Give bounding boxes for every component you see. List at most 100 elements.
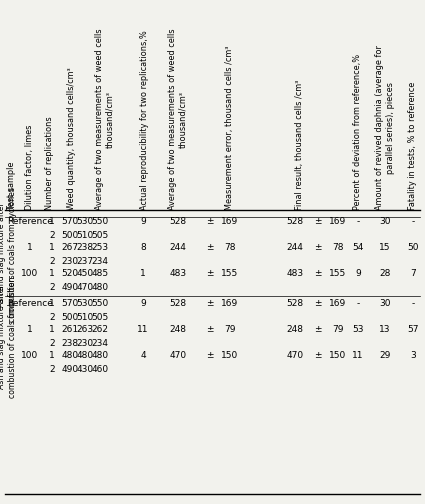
Text: 7: 7 — [410, 270, 416, 279]
Text: 1: 1 — [27, 326, 33, 335]
Text: 261: 261 — [62, 326, 79, 335]
Text: 238: 238 — [62, 339, 79, 347]
Text: 550: 550 — [91, 218, 109, 226]
Text: 1: 1 — [49, 351, 55, 360]
Text: 169: 169 — [221, 299, 238, 308]
Text: 1: 1 — [27, 243, 33, 253]
Text: 15: 15 — [379, 243, 391, 253]
Text: 78: 78 — [224, 243, 236, 253]
Text: 248: 248 — [286, 326, 303, 335]
Text: 78: 78 — [332, 243, 344, 253]
Text: Reference: Reference — [7, 218, 53, 226]
Text: 155: 155 — [221, 270, 238, 279]
Text: 263: 263 — [76, 326, 94, 335]
Text: Test sample: Test sample — [8, 162, 17, 210]
Text: 2: 2 — [49, 339, 55, 347]
Text: 244: 244 — [170, 243, 187, 253]
Text: 528: 528 — [170, 299, 187, 308]
Text: 505: 505 — [91, 312, 109, 322]
Text: 1: 1 — [49, 299, 55, 308]
Text: 470: 470 — [286, 351, 303, 360]
Text: 234: 234 — [91, 257, 108, 266]
Text: Dilution factor, limes: Dilution factor, limes — [26, 124, 34, 210]
Text: ±: ± — [206, 243, 214, 253]
Text: 500: 500 — [61, 230, 79, 239]
Text: Final result, thousand cells /cm³: Final result, thousand cells /cm³ — [295, 80, 304, 210]
Text: Fatality in tests, % to reference: Fatality in tests, % to reference — [408, 82, 417, 210]
Text: 480: 480 — [62, 351, 79, 360]
Text: 550: 550 — [91, 299, 109, 308]
Text: 500: 500 — [61, 312, 79, 322]
Text: 530: 530 — [76, 299, 94, 308]
Text: 2: 2 — [49, 257, 55, 266]
Text: 450: 450 — [76, 270, 94, 279]
Text: 2: 2 — [49, 283, 55, 291]
Text: 248: 248 — [170, 326, 187, 335]
Text: 169: 169 — [329, 218, 347, 226]
Text: 230: 230 — [62, 257, 79, 266]
Text: 2: 2 — [49, 230, 55, 239]
Text: ±: ± — [206, 299, 214, 308]
Text: 13: 13 — [379, 326, 391, 335]
Text: 480: 480 — [91, 283, 108, 291]
Text: 483: 483 — [286, 270, 303, 279]
Text: 234: 234 — [91, 339, 108, 347]
Text: Number of replications: Number of replications — [45, 116, 54, 210]
Text: 262: 262 — [91, 326, 108, 335]
Text: 480: 480 — [76, 351, 94, 360]
Text: 237: 237 — [76, 257, 94, 266]
Text: 485: 485 — [91, 270, 108, 279]
Text: -: - — [411, 299, 415, 308]
Text: 1: 1 — [49, 218, 55, 226]
Text: 79: 79 — [332, 326, 344, 335]
Text: ±: ± — [314, 218, 322, 226]
Text: 150: 150 — [221, 351, 238, 360]
Text: Ash and slag mixture after
combustion of coals from filters: Ash and slag mixture after combustion of… — [0, 275, 17, 398]
Text: 9: 9 — [140, 299, 146, 308]
Text: 150: 150 — [329, 351, 347, 360]
Text: 267: 267 — [62, 243, 79, 253]
Text: 470: 470 — [76, 283, 94, 291]
Text: Average of two measurements of weed cells
thousand/cm³: Average of two measurements of weed cell… — [168, 29, 188, 210]
Text: 470: 470 — [170, 351, 187, 360]
Text: -: - — [411, 218, 415, 226]
Text: ±: ± — [206, 326, 214, 335]
Text: ±: ± — [206, 270, 214, 279]
Text: 100: 100 — [21, 270, 39, 279]
Text: 483: 483 — [170, 270, 187, 279]
Text: 238: 238 — [76, 243, 94, 253]
Text: 30: 30 — [379, 218, 391, 226]
Text: 510: 510 — [76, 230, 94, 239]
Text: ±: ± — [314, 351, 322, 360]
Text: 169: 169 — [329, 299, 347, 308]
Text: 2: 2 — [49, 364, 55, 373]
Text: 520: 520 — [62, 270, 79, 279]
Text: 230: 230 — [76, 339, 94, 347]
Text: Amount of revived daphnia (average for
parallel series), pieces: Amount of revived daphnia (average for p… — [375, 45, 395, 210]
Text: 79: 79 — [224, 326, 236, 335]
Text: 528: 528 — [170, 218, 187, 226]
Text: 29: 29 — [379, 351, 391, 360]
Text: 253: 253 — [91, 243, 108, 253]
Text: ±: ± — [206, 351, 214, 360]
Text: -: - — [357, 218, 360, 226]
Text: 57: 57 — [407, 326, 419, 335]
Text: 480: 480 — [91, 351, 108, 360]
Text: ±: ± — [314, 326, 322, 335]
Text: 1: 1 — [49, 270, 55, 279]
Text: 570: 570 — [61, 299, 79, 308]
Text: 430: 430 — [76, 364, 94, 373]
Text: 505: 505 — [91, 230, 109, 239]
Text: 54: 54 — [352, 243, 364, 253]
Text: 169: 169 — [221, 218, 238, 226]
Text: 490: 490 — [62, 283, 79, 291]
Text: 1: 1 — [49, 243, 55, 253]
Text: ±: ± — [314, 243, 322, 253]
Text: Percent of deviation from reference,%: Percent of deviation from reference,% — [354, 54, 363, 210]
Text: 28: 28 — [379, 270, 391, 279]
Text: 9: 9 — [140, 218, 146, 226]
Text: 528: 528 — [286, 299, 303, 308]
Text: 9: 9 — [355, 270, 361, 279]
Text: -: - — [357, 299, 360, 308]
Text: 11: 11 — [352, 351, 364, 360]
